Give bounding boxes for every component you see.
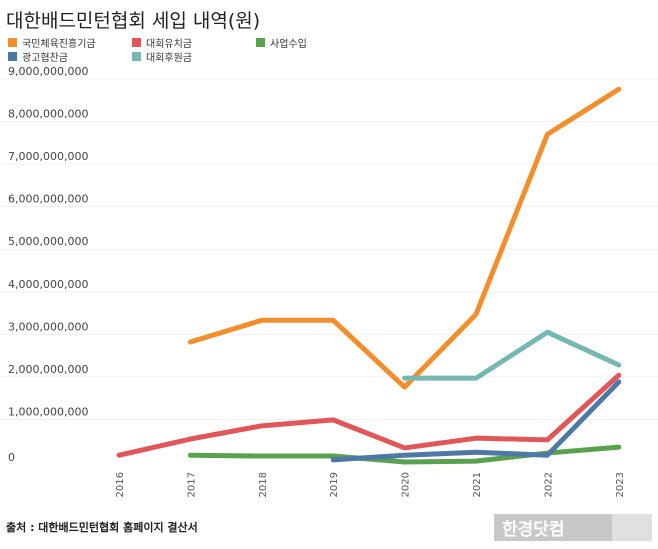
series-line: [402, 329, 622, 381]
y-tick-label: 9,000,000,000: [8, 65, 88, 78]
y-tick-label: 3,000,000,000: [8, 320, 88, 333]
y-tick-label: 4,000,000,000: [8, 278, 88, 291]
legend-swatch: [8, 38, 17, 47]
x-tick-label: 2019: [329, 472, 340, 497]
series-line: [116, 372, 622, 458]
legend-label: 광고협찬금: [22, 53, 68, 64]
legend-label: 국민체육진흥기금: [22, 39, 96, 50]
legend-label: 대회유치금: [146, 39, 192, 50]
x-tick-label: 2023: [615, 472, 626, 497]
source-note: 출처 : 대한배드민턴협회 홈페이지 결산서: [6, 521, 198, 534]
legend-swatch: [132, 38, 141, 47]
chart-title: 대한배드민턴협회 세입 내역(원): [6, 10, 261, 32]
legend-item: 대회후원금: [132, 49, 192, 64]
x-tick-label: 2017: [186, 472, 197, 497]
logo-block: [612, 514, 652, 541]
legend-swatch: [256, 38, 265, 47]
x-tick-label: 2018: [258, 472, 269, 497]
y-tick-label: 2,000,000,000: [8, 363, 88, 376]
legend-label: 대회후원금: [146, 53, 192, 64]
legend-item: 광고협찬금: [8, 49, 68, 64]
x-tick-label: 2016: [115, 472, 126, 497]
legend-item: 사업수입: [256, 35, 307, 50]
x-tick-label: 2022: [543, 472, 554, 497]
legend-item: 국민체육진흥기금: [8, 35, 96, 50]
legend-item: 대회유치금: [132, 35, 192, 50]
series-line: [330, 379, 622, 463]
y-tick-label: 6,000,000,000: [8, 193, 88, 206]
legend-swatch: [8, 52, 17, 61]
y-tick-label: 0: [8, 451, 15, 464]
y-tick-label: 8,000,000,000: [8, 108, 88, 121]
y-tick-label: 7,000,000,000: [8, 150, 88, 163]
x-tick-label: 2020: [401, 472, 412, 497]
legend-label: 사업수입: [270, 39, 307, 50]
legend-swatch: [132, 52, 141, 61]
series-line: [187, 86, 622, 390]
y-tick-label: 5,000,000,000: [8, 235, 88, 248]
x-tick-label: 2021: [472, 472, 483, 497]
y-tick-label: 1,000,000,000: [8, 405, 88, 418]
logo: 한경닷컴: [494, 514, 620, 541]
